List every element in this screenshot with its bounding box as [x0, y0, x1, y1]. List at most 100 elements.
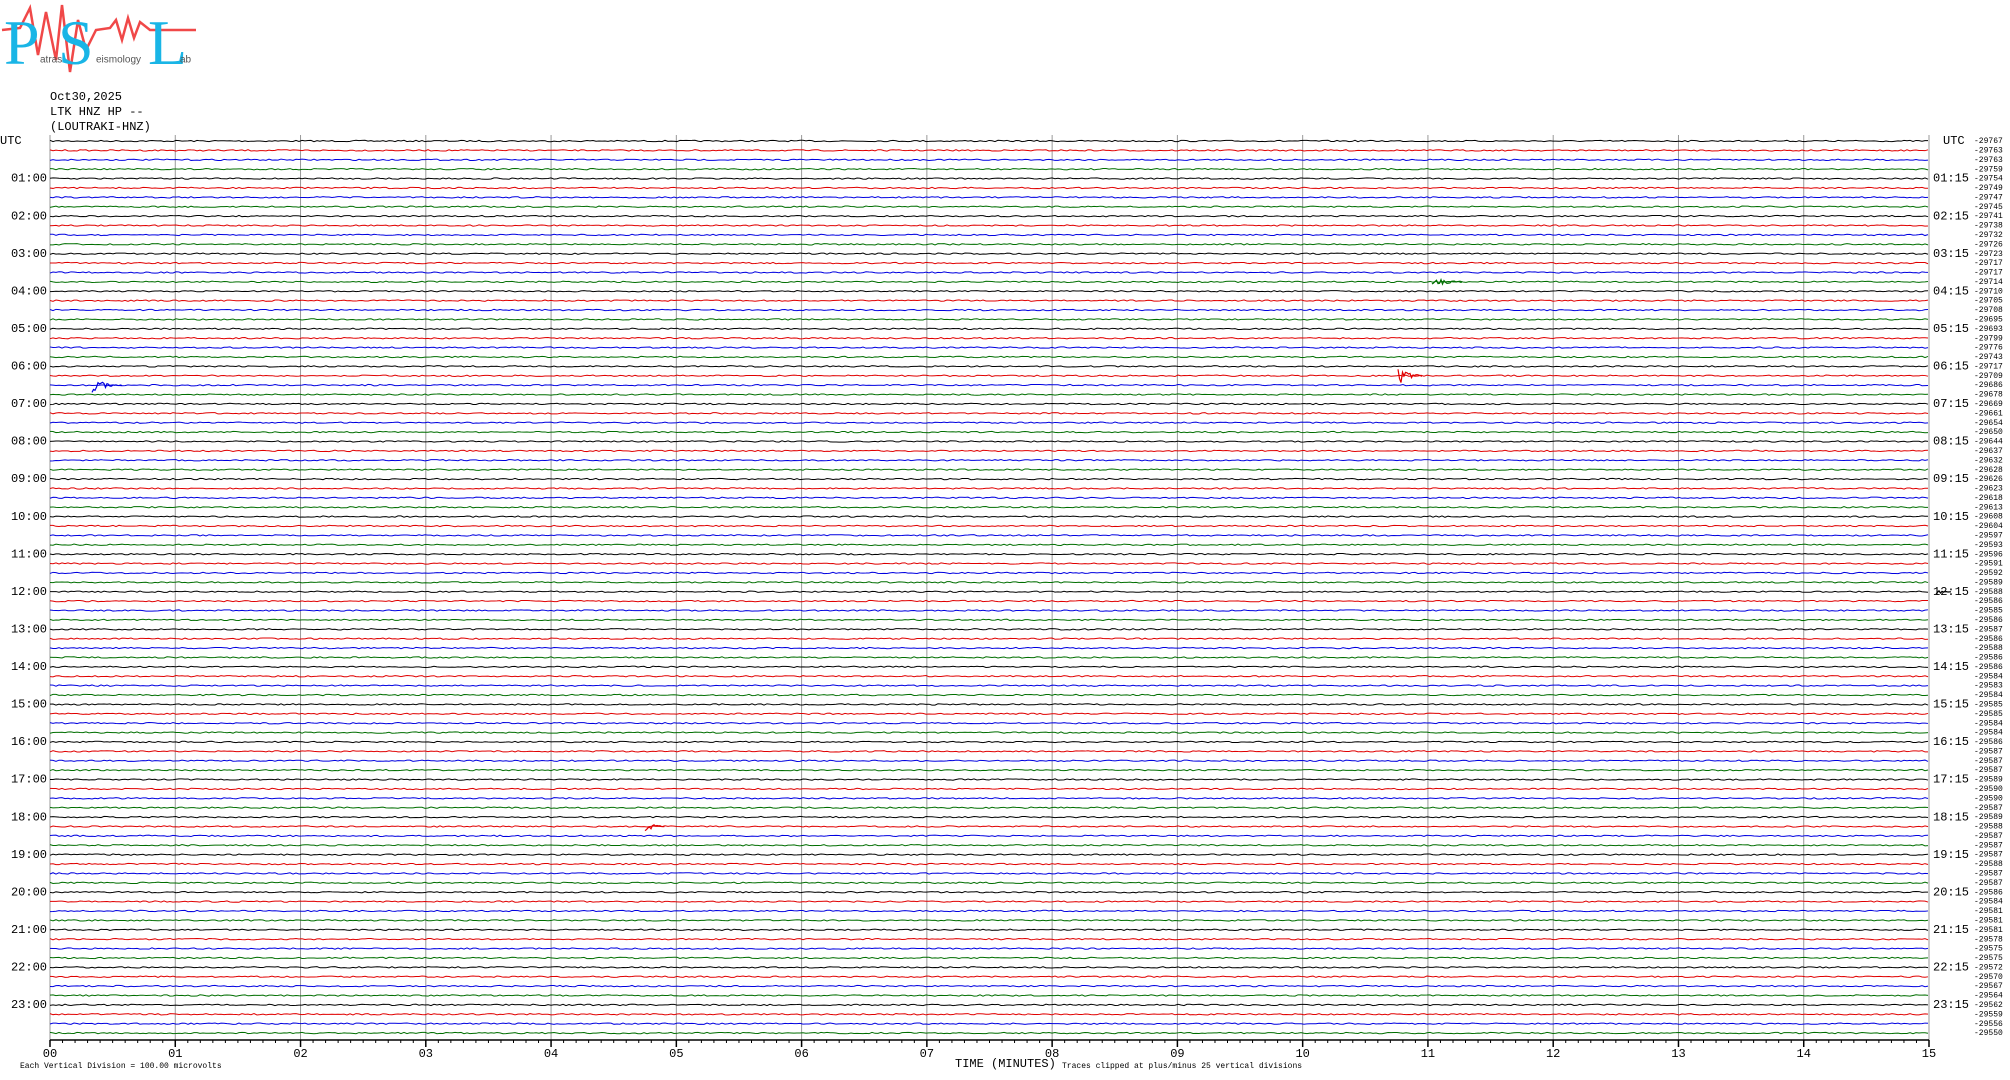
offset-label: -29578 [1974, 935, 2003, 944]
trace [49, 590, 1929, 593]
offset-label: -29678 [1974, 391, 2003, 400]
trace [49, 280, 1929, 284]
right-time-label: 18:15 [1933, 810, 1969, 824]
logo-letter: L [148, 7, 187, 78]
trace [49, 581, 1929, 584]
offset-label: -29556 [1974, 1020, 2003, 1029]
trace [49, 487, 1929, 490]
offset-label: -29628 [1974, 466, 2003, 475]
offset-label: -29693 [1974, 325, 2003, 334]
offset-label: -29749 [1974, 184, 2003, 193]
offset-label: -29583 [1974, 682, 2003, 691]
trace [49, 806, 1929, 809]
logo-word: ab [180, 55, 192, 66]
offset-label: -29597 [1974, 531, 2003, 540]
offset-label: -29585 [1974, 607, 2003, 616]
offset-label: -29726 [1974, 240, 2003, 249]
trace [49, 712, 1929, 716]
offset-label: -29584 [1974, 729, 2003, 738]
logo: P S L atras eismology ab [1, 4, 196, 78]
offset-label: -29585 [1974, 701, 2003, 710]
offset-label: -29591 [1974, 560, 2003, 569]
offset-label: -29618 [1974, 494, 2003, 503]
trace [49, 1003, 1929, 1007]
trace [49, 890, 1929, 894]
offset-label: -29567 [1974, 982, 2003, 991]
offset-label: -29592 [1974, 569, 2003, 578]
offset-label: -29745 [1974, 203, 2003, 212]
trace [49, 177, 1929, 180]
offset-label: -29717 [1974, 362, 2003, 371]
right-time-label: 13:15 [1933, 622, 1969, 636]
trace [49, 778, 1929, 781]
right-time-label: 21:15 [1933, 923, 1969, 937]
offset-label: -29590 [1974, 785, 2003, 794]
trace [49, 919, 1929, 922]
left-time-label: 01:00 [11, 172, 47, 186]
trace [49, 355, 1929, 359]
offset-label: -29562 [1974, 1001, 2003, 1010]
trace [49, 599, 1929, 603]
x-tick-label: 13 [1671, 1047, 1685, 1061]
trace [49, 459, 1929, 462]
trace [49, 646, 1929, 650]
trace [49, 984, 1929, 988]
trace [49, 534, 1929, 537]
offset-label: -29686 [1974, 381, 2003, 390]
x-axis-title: TIME (MINUTES) [955, 1057, 1056, 1071]
trace [49, 759, 1929, 762]
left-time-label: 17:00 [11, 773, 47, 787]
x-tick-label: 04 [544, 1047, 558, 1061]
x-tick-label: 15 [1922, 1047, 1936, 1061]
left-time-label: 20:00 [11, 885, 47, 899]
trace [49, 318, 1929, 321]
offset-label: -29709 [1974, 372, 2003, 381]
right-time-label: 05:15 [1933, 322, 1969, 336]
offset-label: -29581 [1974, 926, 2003, 935]
offset-label: -29590 [1974, 794, 2003, 803]
right-time-label: 19:15 [1933, 848, 1969, 862]
logo-letter: S [58, 7, 94, 78]
offset-label: -29586 [1974, 635, 2003, 644]
left-time-label: 06:00 [11, 360, 47, 374]
offset-label: -29575 [1974, 954, 2003, 963]
offset-label: -29587 [1974, 757, 2003, 766]
offset-label: -29586 [1974, 616, 2003, 625]
left-time-label: 18:00 [11, 810, 47, 824]
trace [49, 290, 1929, 293]
right-time-label: 02:15 [1933, 209, 1969, 223]
right-time-label: 11:15 [1933, 547, 1969, 561]
x-tick-label: 14 [1797, 1047, 1811, 1061]
scale-note: Each Vertical Division = 100.00 microvol… [20, 1062, 222, 1071]
trace [49, 684, 1929, 687]
offset-label: -29608 [1974, 513, 2003, 522]
offset-label: -29763 [1974, 146, 2003, 155]
trace [49, 628, 1929, 631]
right-time-label: 07:15 [1933, 397, 1969, 411]
trace [49, 665, 1929, 669]
trace [49, 1022, 1929, 1025]
trace [49, 909, 1929, 913]
left-time-label: 12:00 [11, 585, 47, 599]
offset-label: -29587 [1974, 804, 2003, 813]
offset-label: -29587 [1974, 747, 2003, 756]
x-tick-label: 05 [669, 1047, 683, 1061]
right-time-label: 06:15 [1933, 360, 1969, 374]
right-time-label: 20:15 [1933, 885, 1969, 899]
left-axis-label: UTC [0, 134, 22, 148]
offset-label: -29596 [1974, 550, 2003, 559]
trace [49, 440, 1929, 443]
offset-label: -29776 [1974, 344, 2003, 353]
right-time-label: 08:15 [1933, 435, 1969, 449]
trace [49, 449, 1929, 453]
trace [49, 787, 1929, 791]
trace [49, 853, 1929, 856]
trace [49, 271, 1929, 274]
offset-label: -29575 [1974, 945, 2003, 954]
left-time-label: 08:00 [11, 435, 47, 449]
x-tick-label: 03 [419, 1047, 433, 1061]
x-tick-label: 02 [293, 1047, 307, 1061]
offset-label: -29581 [1974, 907, 2003, 916]
event [1431, 278, 1463, 286]
